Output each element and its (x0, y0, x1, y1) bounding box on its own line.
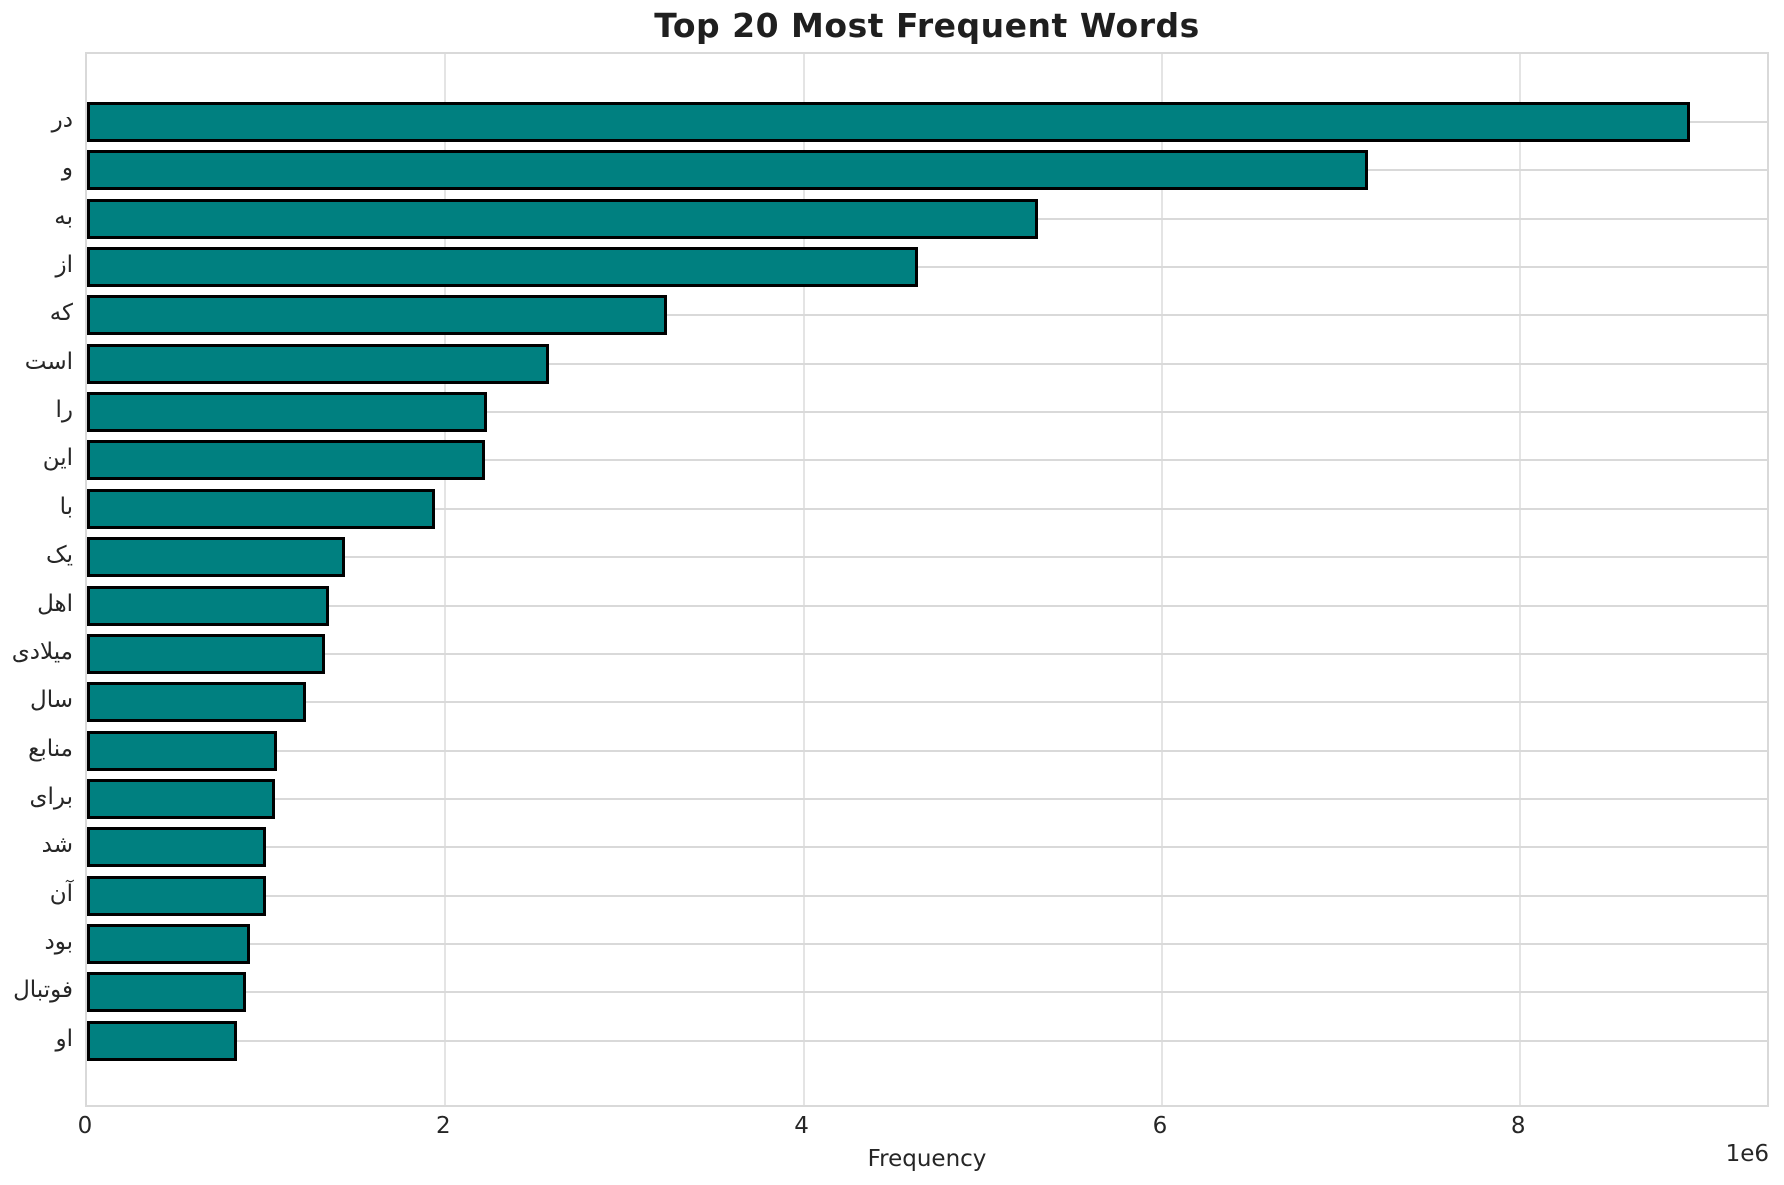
y-tick-label: است (24, 348, 73, 375)
y-gridline (87, 459, 1767, 462)
bar-1 (87, 102, 1690, 142)
y-gridline (87, 652, 1767, 655)
y-gridline (87, 266, 1767, 269)
bar-19 (87, 972, 246, 1013)
y-tick-label: که (49, 300, 73, 327)
y-gridline (87, 797, 1767, 800)
bar-5 (87, 295, 667, 336)
y-tick-label: شد (41, 832, 73, 859)
bar-16 (87, 827, 266, 868)
x-tick-label: 2 (435, 1113, 451, 1139)
bar-12 (87, 633, 325, 674)
y-gridline (87, 701, 1767, 704)
y-gridline (87, 1039, 1767, 1042)
bar-2 (87, 150, 1368, 191)
chart-title: Top 20 Most Frequent Words (654, 6, 1200, 45)
x-gridline (444, 54, 447, 1105)
y-tick-label: یک (46, 542, 73, 569)
y-tick-label: با (59, 493, 73, 520)
bar-4 (87, 247, 918, 288)
y-tick-label: و (61, 155, 73, 182)
x-gridline (802, 54, 805, 1105)
y-gridline (87, 942, 1767, 945)
bar-15 (87, 778, 275, 819)
y-gridline (87, 604, 1767, 607)
y-gridline (87, 362, 1767, 365)
x-axis-label: Frequency (867, 1146, 987, 1172)
bar-13 (87, 682, 306, 723)
bar-8 (87, 440, 485, 481)
y-gridline (87, 894, 1767, 897)
y-gridline (87, 749, 1767, 752)
y-tick-label: آن (49, 880, 73, 907)
y-tick-label: این (42, 445, 73, 472)
y-tick-label: بود (44, 928, 73, 955)
y-tick-label: را (55, 397, 74, 424)
y-gridline (87, 991, 1767, 994)
y-tick-label: برای (29, 783, 73, 810)
bar-7 (87, 392, 487, 433)
y-gridline (87, 507, 1767, 510)
bar-14 (87, 730, 277, 771)
x-tick-label: 8 (1510, 1113, 1526, 1139)
y-tick-label: به (54, 203, 73, 230)
bar-18 (87, 923, 250, 964)
y-tick-label: فوتبال (13, 977, 73, 1004)
y-gridline (87, 411, 1767, 414)
y-tick-label: از (55, 252, 74, 279)
x-tick-label: 4 (794, 1113, 809, 1139)
y-axis: در و به از که است را این با یک اهل میلادی سال منابع بر… (0, 52, 73, 1107)
bar-17 (87, 875, 266, 916)
plot-area (85, 52, 1769, 1107)
bar-11 (87, 585, 329, 626)
x-gridline (1160, 54, 1163, 1105)
x-tick-label: 6 (1152, 1113, 1168, 1139)
y-gridline (87, 846, 1767, 849)
y-tick-label: منابع (28, 735, 73, 762)
axis-offset-label: 1e6 (1725, 1141, 1769, 1167)
y-gridline (87, 314, 1767, 317)
bar-6 (87, 343, 549, 384)
x-tick-label: 0 (77, 1113, 93, 1139)
y-tick-label: میلادی (11, 638, 73, 665)
y-tick-label: اهل (37, 590, 73, 617)
y-gridline (87, 556, 1767, 559)
bar-3 (87, 198, 1038, 239)
bar-10 (87, 537, 345, 578)
bar-20 (87, 1020, 237, 1061)
x-axis: 0 2 4 6 8 (78, 1113, 1769, 1141)
y-tick-label: او (55, 1025, 74, 1052)
y-tick-label: در (51, 107, 73, 133)
y-tick-label: سال (30, 687, 73, 714)
bar-9 (87, 488, 435, 529)
x-gridline (1519, 54, 1522, 1105)
